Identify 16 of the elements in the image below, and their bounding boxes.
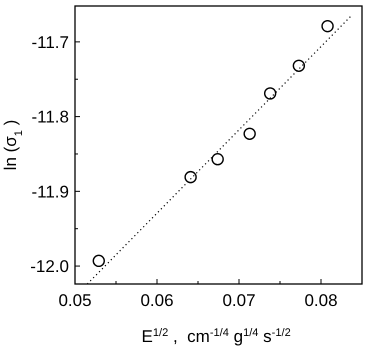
point — [264, 87, 276, 100]
x-tick-label: 0.05 — [58, 291, 92, 310]
point — [92, 254, 105, 268]
x-tick-label: 0.06 — [140, 291, 174, 310]
y-tick-label: -11.9 — [32, 182, 69, 202]
x-axis-title: E$^{1/2}$, cm$^{-1/4}$g$^{1/4}$s$^{-1/2}$ — [142, 327, 291, 346]
y-tick-label: -11.7 — [32, 32, 69, 52]
y-tick-label: -11.8 — [32, 108, 69, 127]
y-tick-label: -12.0 — [30, 257, 69, 276]
point — [321, 20, 334, 32]
x-tick-label: 0.08 — [304, 291, 338, 310]
point — [184, 170, 197, 184]
point — [211, 153, 224, 166]
point — [292, 60, 306, 72]
x-tick-label: 0.07 — [222, 291, 256, 310]
point — [243, 128, 256, 140]
